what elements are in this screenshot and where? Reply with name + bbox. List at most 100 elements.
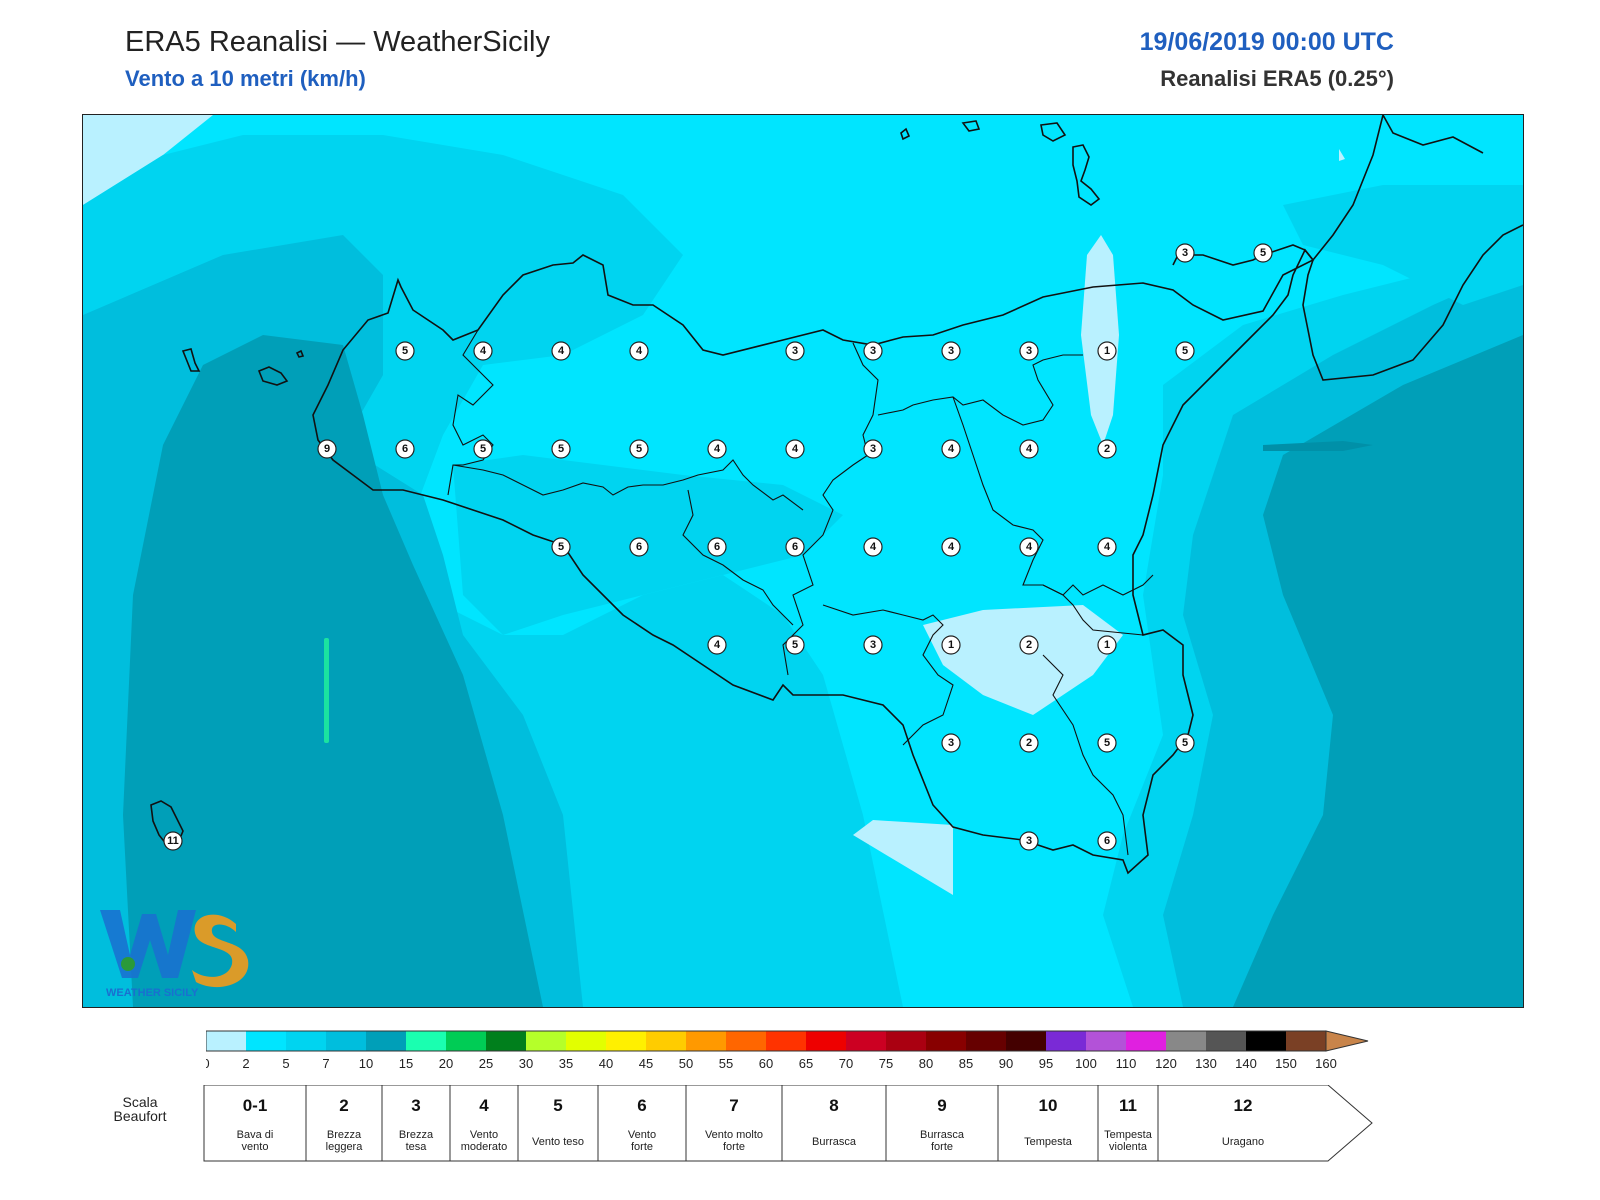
station-value: 4 xyxy=(1026,541,1033,553)
station-value: 3 xyxy=(948,737,954,749)
station-marker: 5 xyxy=(395,341,415,361)
beaufort-number: 0-1 xyxy=(243,1096,268,1115)
colorbar-tick-label: 90 xyxy=(999,1056,1013,1071)
station-marker: 4 xyxy=(707,439,727,459)
station-value: 4 xyxy=(792,443,799,455)
beaufort-cell xyxy=(1157,1084,1373,1162)
colorbar-tick-label: 15 xyxy=(399,1056,413,1071)
station-marker: 5 xyxy=(1097,733,1117,753)
station-marker: 3 xyxy=(863,439,883,459)
beaufort-label: Beaufort xyxy=(114,1108,167,1124)
colorbar-tick-label: 160 xyxy=(1315,1056,1337,1071)
station-value: 1 xyxy=(1104,345,1110,357)
colorbar-tick-label: 35 xyxy=(559,1056,573,1071)
colorbar-swatch xyxy=(966,1031,1006,1051)
beaufort-number: 2 xyxy=(339,1096,348,1115)
station-value: 3 xyxy=(1182,247,1188,259)
station-marker: 4 xyxy=(941,439,961,459)
station-marker: 1 xyxy=(1097,341,1117,361)
colorbar-tick-label: 150 xyxy=(1275,1056,1297,1071)
beaufort-description: Tempesta xyxy=(1104,1129,1153,1141)
colorbar-tick-label: 60 xyxy=(759,1056,773,1071)
wind-field-light-nw xyxy=(83,115,213,205)
station-value: 11 xyxy=(167,835,179,847)
station-value: 6 xyxy=(792,541,798,553)
beaufort-scale: Scala Beaufort 0-1 Bava di vento 2 Brezza legge… xyxy=(100,1084,1400,1175)
beaufort-description: Vento teso xyxy=(532,1136,584,1148)
station-marker: 3 xyxy=(863,635,883,655)
beaufort-number: 4 xyxy=(479,1096,489,1115)
colorbar-swatch xyxy=(566,1031,606,1051)
colorbar-tick-label: 50 xyxy=(679,1056,693,1071)
station-value: 5 xyxy=(1182,345,1188,357)
beaufort-cell xyxy=(1097,1084,1159,1162)
colorbar-tick-label: 100 xyxy=(1075,1056,1097,1071)
station-value: 3 xyxy=(870,345,876,357)
colorbar-tick-label: 20 xyxy=(439,1056,453,1071)
colorbar-swatch xyxy=(526,1031,566,1051)
colorbar-tick-label: 30 xyxy=(519,1056,533,1071)
beaufort-cell xyxy=(203,1084,307,1162)
station-marker: 3 xyxy=(1019,831,1039,851)
colorbar-tick-label: 55 xyxy=(719,1056,733,1071)
station-value: 6 xyxy=(636,541,642,553)
beaufort-description: violenta xyxy=(1109,1141,1148,1153)
station-value: 3 xyxy=(1026,835,1032,847)
station-marker: 4 xyxy=(863,537,883,557)
station-value: 6 xyxy=(714,541,720,553)
station-value: 5 xyxy=(558,443,564,455)
map-title: ERA5 Reanalisi — WeatherSicily xyxy=(125,26,550,58)
station-marker: 3 xyxy=(941,341,961,361)
beaufort-number: 9 xyxy=(937,1096,946,1115)
colorbar-tick-label: 40 xyxy=(599,1056,613,1071)
beaufort-cell xyxy=(305,1084,383,1162)
station-value: 4 xyxy=(1026,443,1033,455)
colorbar-swatch xyxy=(1286,1031,1326,1051)
station-value: 4 xyxy=(1104,541,1111,553)
station-marker: 4 xyxy=(1097,537,1117,557)
station-marker: 5 xyxy=(551,439,571,459)
station-marker: 4 xyxy=(1019,439,1039,459)
colorbar-tick-label: 2 xyxy=(242,1056,249,1071)
beaufort-cell xyxy=(885,1084,999,1162)
beaufort-description: Burrasca xyxy=(920,1129,965,1141)
colorbar-tick-label: 65 xyxy=(799,1056,813,1071)
colorbar-swatch xyxy=(646,1031,686,1051)
colorbar-tick-label: 70 xyxy=(839,1056,853,1071)
station-marker: 4 xyxy=(941,537,961,557)
wind-field-ne-band xyxy=(1283,185,1523,305)
station-marker: 3 xyxy=(941,733,961,753)
colorbar-tick-label: 85 xyxy=(959,1056,973,1071)
colorbar-tick-label: 140 xyxy=(1235,1056,1257,1071)
colorbar-tick-label: 25 xyxy=(479,1056,493,1071)
colorbar-tick-label: 80 xyxy=(919,1056,933,1071)
colorbar-swatch xyxy=(1006,1031,1046,1051)
beaufort-number: 12 xyxy=(1234,1096,1253,1115)
colorbar-tick-label: 5 xyxy=(282,1056,289,1071)
colorbar-tick-label: 45 xyxy=(639,1056,653,1071)
beaufort-description: vento xyxy=(242,1141,269,1153)
station-marker: 5 xyxy=(1253,243,1273,263)
station-marker: 4 xyxy=(551,341,571,361)
station-marker: 4 xyxy=(629,341,649,361)
station-marker: 6 xyxy=(395,439,415,459)
beaufort-description: Tempesta xyxy=(1024,1136,1073,1148)
colorbar-swatch xyxy=(686,1031,726,1051)
station-marker: 3 xyxy=(1019,341,1039,361)
station-value: 4 xyxy=(636,345,643,357)
station-value: 4 xyxy=(714,639,721,651)
colorbar-swatch xyxy=(246,1031,286,1051)
station-marker: 6 xyxy=(1097,831,1117,851)
station-value: 5 xyxy=(558,541,564,553)
station-marker: 2 xyxy=(1097,439,1117,459)
beaufort-description: Uragano xyxy=(1222,1136,1264,1148)
beaufort-number: 8 xyxy=(829,1096,838,1115)
colorbar-swatch xyxy=(326,1031,366,1051)
station-value: 3 xyxy=(1026,345,1032,357)
station-value: 4 xyxy=(714,443,721,455)
colorbar-swatch xyxy=(406,1031,446,1051)
calabria-coast xyxy=(1172,115,1523,381)
station-marker: 4 xyxy=(473,341,493,361)
beaufort-description: moderato xyxy=(461,1141,507,1153)
beaufort-description: Brezza xyxy=(327,1129,362,1141)
